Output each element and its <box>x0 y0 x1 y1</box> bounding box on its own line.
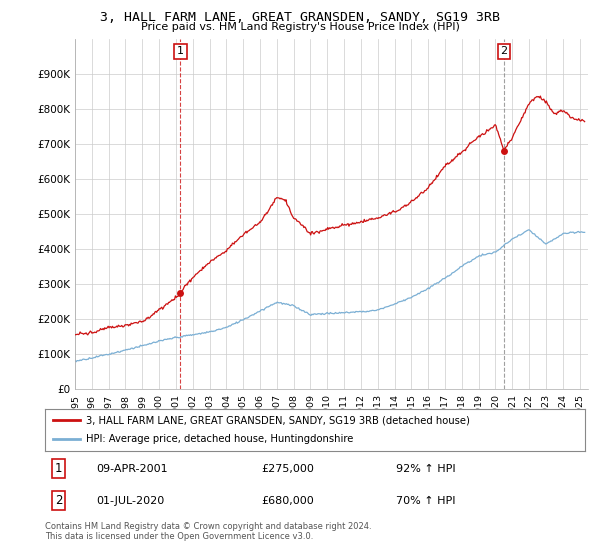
Text: 2: 2 <box>55 494 62 507</box>
Text: 92% ↑ HPI: 92% ↑ HPI <box>396 464 455 474</box>
Text: Contains HM Land Registry data © Crown copyright and database right 2024.
This d: Contains HM Land Registry data © Crown c… <box>45 522 371 542</box>
Text: 01-JUL-2020: 01-JUL-2020 <box>96 496 164 506</box>
Text: Price paid vs. HM Land Registry's House Price Index (HPI): Price paid vs. HM Land Registry's House … <box>140 22 460 32</box>
Text: 3, HALL FARM LANE, GREAT GRANSDEN, SANDY, SG19 3RB (detached house): 3, HALL FARM LANE, GREAT GRANSDEN, SANDY… <box>86 415 469 425</box>
Text: 1: 1 <box>177 46 184 57</box>
Text: 09-APR-2001: 09-APR-2001 <box>96 464 168 474</box>
Text: 3, HALL FARM LANE, GREAT GRANSDEN, SANDY, SG19 3RB: 3, HALL FARM LANE, GREAT GRANSDEN, SANDY… <box>100 11 500 24</box>
Text: 2: 2 <box>500 46 508 57</box>
Text: £275,000: £275,000 <box>261 464 314 474</box>
Text: £680,000: £680,000 <box>261 496 314 506</box>
Text: HPI: Average price, detached house, Huntingdonshire: HPI: Average price, detached house, Hunt… <box>86 435 353 445</box>
Text: 1: 1 <box>55 462 62 475</box>
Text: 70% ↑ HPI: 70% ↑ HPI <box>396 496 455 506</box>
